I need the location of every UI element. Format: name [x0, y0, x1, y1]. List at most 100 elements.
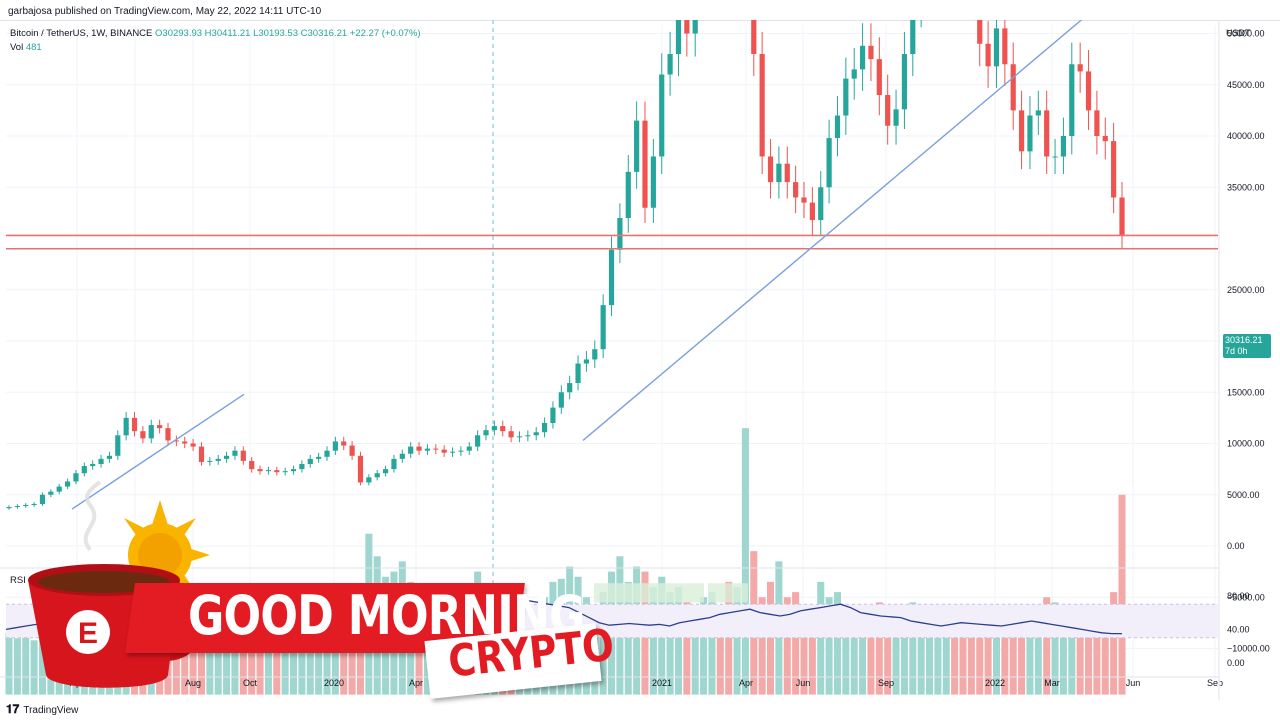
candle-body — [525, 435, 531, 437]
publish-info: garbajosa published on TradingView.com, … — [8, 6, 322, 17]
time-tick: 2022 — [985, 678, 1005, 688]
candle — [165, 422, 171, 446]
candle — [408, 442, 414, 458]
candle-body — [859, 45, 866, 70]
candle-body — [642, 120, 648, 208]
candle-body — [357, 455, 364, 483]
candle-body — [516, 436, 523, 438]
time-tick: Aug — [185, 678, 201, 688]
volume-bar — [315, 633, 323, 695]
svg-text:E: E — [78, 617, 98, 650]
candle-body — [31, 503, 37, 505]
candle — [106, 451, 113, 463]
volume-bar — [817, 581, 825, 695]
candle — [868, 23, 874, 82]
candle-body — [1044, 110, 1050, 157]
candle — [131, 412, 138, 437]
candle-body — [1094, 110, 1100, 136]
candle — [215, 454, 221, 465]
volume-bar — [348, 625, 356, 695]
volume-bar — [1110, 592, 1118, 695]
volume-bar — [674, 587, 682, 695]
volume-bar — [792, 592, 800, 695]
candle — [675, 20, 682, 77]
symbol-name[interactable]: Bitcoin / TetherUS, 1W, BINANCE — [10, 28, 153, 39]
volume-bar — [1001, 617, 1009, 695]
candle-body — [592, 349, 598, 360]
candle-body — [826, 138, 832, 188]
volume-bar — [967, 622, 975, 695]
low-value: L30193.53 — [253, 28, 299, 39]
candle-body — [232, 450, 238, 456]
candle — [920, 20, 922, 28]
candle — [801, 181, 807, 219]
candle — [190, 438, 196, 452]
volume-bar — [264, 630, 272, 695]
time-tick: Jun — [796, 678, 811, 688]
rsi-tick: 40.00 — [1227, 624, 1250, 634]
candle — [851, 47, 857, 100]
candle — [910, 20, 916, 77]
volume-bar — [733, 587, 741, 695]
volume-bar — [992, 628, 1000, 695]
candle — [617, 203, 623, 264]
candle-body — [759, 54, 765, 157]
volume-bar — [741, 428, 749, 695]
volume-bar — [323, 619, 331, 695]
volume-bar — [1043, 597, 1051, 695]
candle-body — [508, 431, 514, 438]
volume-bar — [256, 628, 264, 695]
candle-body — [48, 491, 54, 495]
candle — [441, 445, 447, 457]
volume-bar — [917, 607, 925, 695]
candle-body — [751, 20, 757, 54]
steam-icon — [83, 480, 102, 552]
volume-bar — [298, 617, 306, 695]
candle-body — [207, 460, 213, 462]
candle — [449, 447, 456, 457]
candle-body — [341, 441, 347, 446]
candle-body — [416, 446, 422, 451]
candle-body — [985, 43, 991, 67]
candle — [1085, 50, 1092, 130]
candle — [759, 31, 765, 175]
tradingview-logo-icon: 𝟏𝟕 — [6, 702, 20, 716]
volume-bar — [683, 602, 691, 695]
candle-body — [299, 464, 305, 470]
candle-body — [893, 109, 899, 126]
candle — [650, 138, 656, 223]
candle-body — [1077, 64, 1083, 72]
candle-body — [533, 432, 539, 436]
candle-body — [784, 163, 790, 183]
candle — [575, 355, 581, 391]
tradingview-footer[interactable]: 𝟏𝟕 TradingView — [6, 702, 78, 717]
candle — [901, 31, 908, 129]
candle — [1018, 90, 1025, 170]
candle-body — [541, 423, 548, 433]
volume-bar — [22, 636, 30, 695]
candle-body — [1060, 136, 1067, 157]
price-tick: 35000.00 — [1227, 182, 1265, 192]
volume-bar — [38, 628, 46, 695]
candle — [567, 375, 573, 400]
volume-bar — [1018, 617, 1026, 695]
candle-body — [123, 417, 129, 436]
volume-bar — [281, 636, 289, 695]
candle-body — [399, 453, 405, 459]
volume-bar — [290, 631, 298, 695]
candle-body — [324, 450, 330, 457]
candle-body — [901, 54, 908, 110]
time-tick: 2021 — [652, 678, 672, 688]
candle — [558, 385, 564, 414]
candle-body — [257, 469, 263, 472]
candle-body — [1085, 71, 1092, 111]
candle-body — [634, 120, 640, 172]
candle-body — [692, 20, 698, 34]
time-tick: Sep — [878, 678, 894, 688]
candle-body — [449, 451, 456, 453]
candle-body — [600, 305, 606, 350]
candle — [366, 474, 372, 486]
candle — [985, 21, 991, 88]
candle-body — [659, 74, 665, 157]
candle — [859, 23, 866, 91]
